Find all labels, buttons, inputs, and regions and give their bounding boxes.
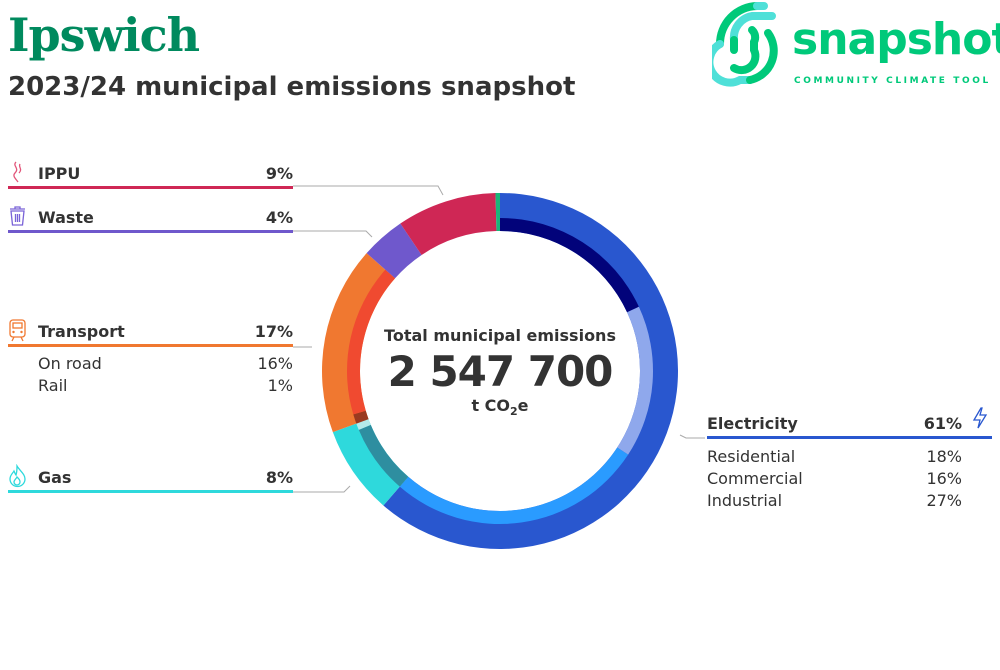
unit-subscript: 2 (510, 405, 518, 419)
subsector-rail: Rail 1% (8, 374, 293, 396)
subsector-pct: 18% (926, 447, 962, 466)
legend-ippu: IPPU 9% (8, 160, 293, 189)
donut-subsegment-gas (358, 424, 409, 487)
donut-subsegment-residential (500, 218, 639, 313)
sector-pct: 4% (265, 208, 293, 227)
trash-icon (10, 206, 25, 226)
donut-segment-waste (366, 223, 422, 279)
subsector-residential: Residential 18% (677, 445, 962, 467)
subsector-on-road: On road 16% (8, 352, 293, 374)
sector-pct: 17% (254, 322, 293, 341)
sector-pct: 9% (265, 164, 293, 183)
subsector-pct: 16% (257, 354, 293, 373)
leader-line-ippu (293, 185, 444, 196)
sector-pct: 8% (265, 468, 293, 487)
donut-subsegment-on-road (347, 269, 396, 415)
subsector-pct: 27% (926, 491, 962, 510)
subsector-name: Rail (38, 376, 68, 395)
sector-name: Gas (38, 468, 72, 487)
subsector-name: Residential (707, 447, 796, 466)
total-unit: t CO2e (380, 396, 620, 418)
smoke-icon (13, 161, 22, 183)
unit-text: t CO (471, 396, 511, 415)
subsector-name: Industrial (707, 491, 783, 510)
sector-underline (8, 230, 293, 233)
flame-icon (9, 464, 26, 488)
subsector-name: On road (38, 354, 102, 373)
total-label: Total municipal emissions (384, 326, 616, 345)
leader-line-gas (293, 485, 351, 493)
city-title: Ipswich (8, 8, 200, 62)
donut-center-total: Total municipal emissions 2 547 700 t CO… (380, 326, 620, 418)
subsector-name: Commercial (707, 469, 803, 488)
sector-name: IPPU (38, 164, 81, 183)
donut-subsegment-rail (353, 410, 369, 424)
donut-subsegment-industrial (399, 447, 629, 524)
sector-underline (8, 490, 293, 493)
fingerprint-logo-icon (705, 2, 778, 87)
legend-electricity: Electricity 61% Residential 18% Commercia… (677, 407, 992, 511)
legend-waste: Waste 4% (8, 204, 293, 233)
train-icon (9, 319, 26, 342)
donut-subsegment-commercial (617, 306, 653, 455)
sector-pct: 61% (923, 414, 962, 433)
sector-name: Waste (38, 208, 94, 227)
donut-segment-gas (332, 419, 409, 506)
sector-underline (707, 436, 992, 439)
subsector-industrial: Industrial 27% (677, 489, 962, 511)
donut-subsegment-gas (356, 419, 371, 430)
leader-line-electricity (679, 434, 705, 439)
sector-name: Electricity (707, 414, 798, 433)
sector-name: Transport (38, 322, 125, 341)
unit-suffix: e (517, 396, 529, 415)
logo-wordmark: snapshot (792, 14, 1000, 65)
sector-underline (8, 186, 293, 189)
subsector-pct: 1% (267, 376, 293, 395)
donut-segment-other (495, 193, 500, 232)
sector-underline (8, 344, 293, 347)
lightning-icon (972, 407, 988, 429)
legend-gas: Gas 8% (8, 464, 293, 493)
total-value: 2 547 700 (387, 347, 614, 396)
logo-tagline: COMMUNITY CLIMATE TOOL (794, 76, 991, 86)
snapshot-logo: snapshot COMMUNITY CLIMATE TOOL (705, 0, 1000, 95)
donut-segment-electricity (383, 193, 678, 549)
leader-line-waste (293, 230, 373, 238)
donut-segment-ippu (400, 193, 497, 255)
legend-transport: Transport 17% On road 16% Rail 1% (8, 318, 293, 396)
subsector-pct: 16% (926, 469, 962, 488)
subsector-commercial: Commercial 16% (677, 467, 962, 489)
page-subtitle: 2023/24 municipal emissions snapshot (8, 72, 576, 102)
